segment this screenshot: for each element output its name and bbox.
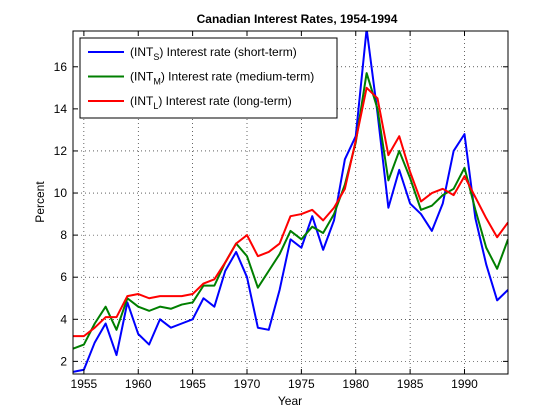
y-tick-label: 4 (60, 312, 67, 326)
legend-entry: (INTS) Interest rate (short-term) (130, 45, 297, 62)
legend-label-prefix: (INT (130, 70, 154, 84)
plot-frame (72, 30, 509, 375)
legend-label-suffix: ) Interest rate (long-term) (158, 94, 291, 108)
legend-label-subscript: M (153, 77, 161, 87)
series-line-s (73, 31, 508, 373)
y-tick-label: 16 (54, 60, 68, 74)
x-tick-label: 1975 (288, 377, 315, 391)
axis-ticks: 1955 1960 1965 1970 1975 1980 1985 1990 2 4 6 8 10 12… (54, 31, 508, 391)
series-lines (73, 31, 508, 373)
legend-entry: (INTM) Interest rate (medium-term) (130, 70, 314, 87)
y-tick-label: 10 (54, 186, 68, 200)
y-tick-label: 12 (54, 144, 68, 158)
legend-label-suffix: ) Interest rate (short-term) (159, 45, 296, 59)
x-tick-label: 1965 (179, 377, 206, 391)
y-tick-label: 2 (60, 354, 67, 368)
x-tick-label: 1970 (234, 377, 261, 391)
x-tick-label: 1990 (451, 377, 478, 391)
y-tick-label: 8 (60, 228, 67, 242)
chart-title: Canadian Interest Rates, 1954-1994 (197, 12, 398, 26)
y-axis-label: Percent (33, 181, 47, 223)
x-tick-label: 1960 (125, 377, 152, 391)
legend-entry: (INTL) Interest rate (long-term) (130, 94, 292, 111)
legend-label-suffix: ) Interest rate (medium-term) (161, 70, 314, 84)
legend-label-subscript: S (153, 52, 159, 62)
series-line-l (73, 86, 508, 338)
series-line-m (73, 72, 508, 350)
x-tick-label: 1955 (71, 377, 98, 391)
x-tick-label: 1980 (342, 377, 369, 391)
x-axis-label: Year (278, 394, 302, 408)
legend: (INTS) Interest rate (short-term)(INTM) … (79, 37, 338, 119)
x-tick-label: 1985 (397, 377, 424, 391)
y-tick-label: 6 (60, 270, 67, 284)
legend-label-subscript: L (153, 101, 158, 111)
y-tick-label: 14 (54, 102, 68, 116)
legend-label-prefix: (INT (130, 94, 154, 108)
legend-label-prefix: (INT (130, 45, 154, 59)
